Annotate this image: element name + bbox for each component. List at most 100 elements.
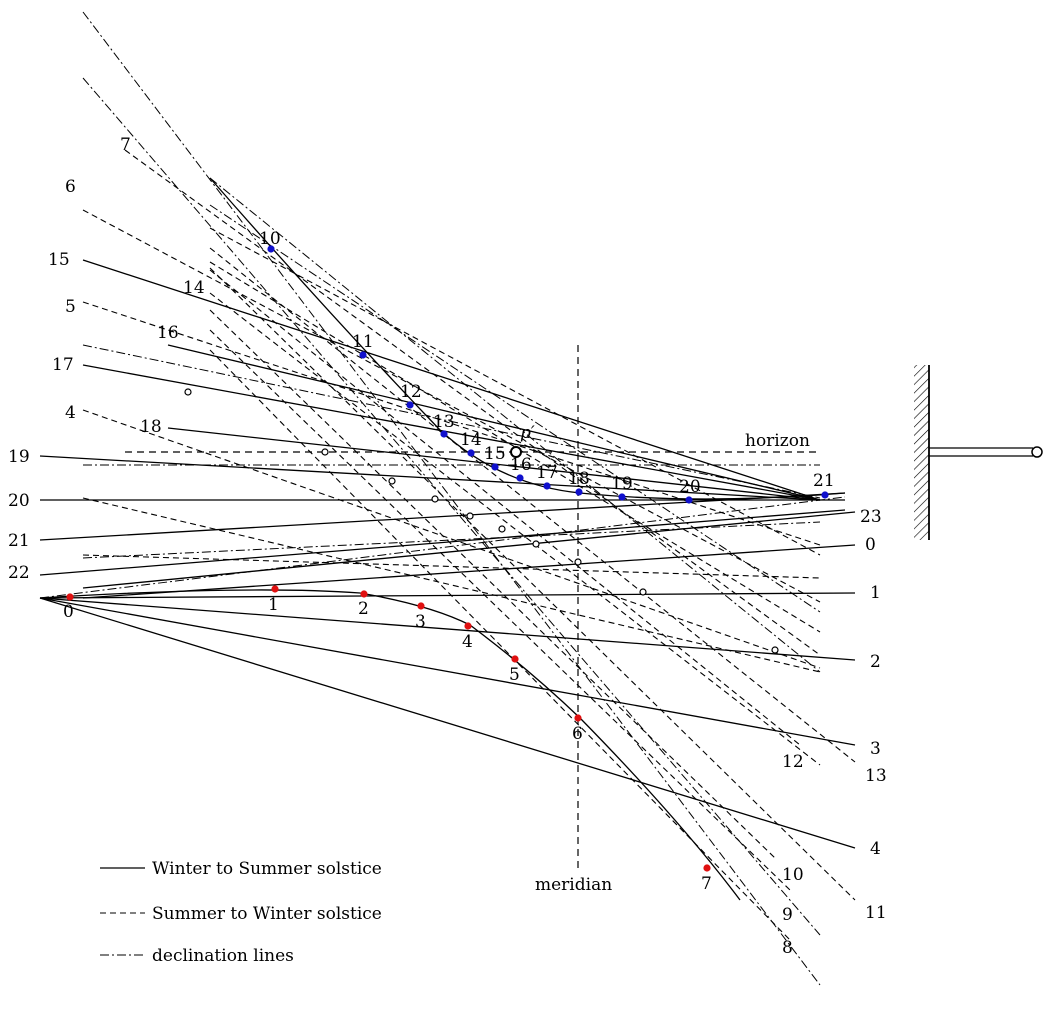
solid-hour-line-2 xyxy=(39,597,856,661)
solid-hour-label-0: 0 xyxy=(865,535,876,555)
dashed-hour-line-12 xyxy=(209,269,801,746)
solid-hour-line-0 xyxy=(82,544,856,599)
solid-hour-line-21 xyxy=(39,492,846,541)
dashed-hour-line-11 xyxy=(209,267,856,901)
legend: Winter to Summer solstice Summer to Wint… xyxy=(100,859,382,966)
hour-labels: 1516171819202122230123476541413121110981… xyxy=(8,135,887,958)
lower-hour-point-3 xyxy=(417,602,425,610)
upper-hour-point-17 xyxy=(543,482,551,490)
declination-lines xyxy=(39,11,846,986)
dashed-hour-label-14: 14 xyxy=(183,278,205,298)
dashed-hour-line-14 xyxy=(209,292,821,766)
upper-hour-label-10: 10 xyxy=(259,229,281,249)
hour-points xyxy=(66,245,829,872)
lower-hour-point-7 xyxy=(703,864,711,872)
intersection-marker xyxy=(431,495,439,503)
legend-dashed-label: Summer to Winter solstice xyxy=(152,904,382,924)
lower-hour-label-6: 6 xyxy=(572,724,583,744)
solid-hour-label-21: 21 xyxy=(8,531,30,551)
upper-hour-point-19 xyxy=(618,493,626,501)
upper-hour-label-20: 20 xyxy=(679,477,701,497)
upper-hour-label-13: 13 xyxy=(433,412,455,432)
legend-solid-label: Winter to Summer solstice xyxy=(152,859,382,879)
upper-hour-label-17: 17 xyxy=(536,463,558,483)
lower-hour-point-1 xyxy=(271,585,279,593)
solid-hour-label-3: 3 xyxy=(870,739,881,759)
intersection-marker xyxy=(771,646,779,654)
solid-hour-line-19 xyxy=(39,455,821,501)
solid-hour-label-4: 4 xyxy=(870,839,881,859)
dashed-hour-label-7: 7 xyxy=(120,135,131,155)
dashed-hour-label-9: 9 xyxy=(782,905,793,925)
solid-hour-line-22 xyxy=(39,509,846,576)
upper-hour-label-15: 15 xyxy=(484,444,506,464)
solid-hour-line-17 xyxy=(82,364,821,501)
upper-hour-point-10 xyxy=(267,245,275,253)
upper-hour-label-12: 12 xyxy=(400,382,422,402)
lower-hour-point-2 xyxy=(360,590,368,598)
lower-hour-point-0 xyxy=(66,593,74,601)
dashed-hour-line-7 xyxy=(124,149,821,656)
intersection-marker xyxy=(532,540,540,548)
dashed-hour-line-13 xyxy=(209,247,856,763)
solid-hour-line-23 xyxy=(82,511,856,589)
lower-hour-point-6 xyxy=(574,714,582,722)
solid-hour-line-4 xyxy=(39,597,856,849)
intersection-marker xyxy=(388,477,396,485)
solid-hour-line-3 xyxy=(39,597,856,746)
lower-hour-label-3: 3 xyxy=(415,612,426,632)
dashed-hour-line-8 xyxy=(209,349,791,941)
p-prime-point xyxy=(510,446,522,458)
solid-hour-label-1: 1 xyxy=(870,583,881,603)
upper-hour-point-16 xyxy=(516,474,524,482)
upper-hour-point-18 xyxy=(575,488,583,496)
dashed-hour-label-4: 4 xyxy=(65,403,76,423)
upper-hour-point-14 xyxy=(467,449,475,457)
solid-hour-label-22: 22 xyxy=(8,563,30,583)
solid-hour-label-17: 17 xyxy=(52,355,74,375)
dashed-hour-label-12: 12 xyxy=(782,752,804,772)
lower-hour-label-7: 7 xyxy=(701,874,712,894)
solid-hour-label-2: 2 xyxy=(870,652,881,672)
meridian-label: meridian xyxy=(535,875,612,895)
dashed-hour-label-8: 8 xyxy=(782,938,793,958)
dashed-hour-line-6 xyxy=(82,209,821,603)
intersection-marker xyxy=(321,448,329,456)
upper-hour-point-12 xyxy=(406,401,414,409)
dashed-hour-label-10: 10 xyxy=(782,865,804,885)
upper-hour-label-14: 14 xyxy=(460,430,482,450)
solid-hour-line-15 xyxy=(82,259,821,501)
summer-to-winter-lines xyxy=(82,149,856,941)
upper-hour-label-21: 21 xyxy=(813,471,835,491)
upper-hour-point-13 xyxy=(440,430,448,438)
legend-dashdot-label: declination lines xyxy=(152,946,294,966)
dashed-hour-line-9 xyxy=(209,329,791,891)
intersection-marker xyxy=(184,388,192,396)
dashed-hour-label-5: 5 xyxy=(65,297,76,317)
horizon-label: horizon xyxy=(745,431,810,451)
solstice-curves xyxy=(39,177,846,901)
upper-hour-label-16: 16 xyxy=(510,455,532,475)
intersection-marker xyxy=(574,558,582,566)
winter-to-summer-lines xyxy=(39,259,856,849)
dashed-hour-label-11: 11 xyxy=(865,903,887,923)
dashed-hour-label-13: 13 xyxy=(865,766,887,786)
upper-hour-point-11 xyxy=(359,351,367,359)
summer-solstice-curve xyxy=(39,589,741,901)
dashed-hour-line-4 xyxy=(82,409,821,669)
upper-hour-label-11: 11 xyxy=(352,332,374,352)
solid-hour-label-16: 16 xyxy=(157,323,179,343)
upper-hour-point-21 xyxy=(821,491,829,499)
intersection-markers xyxy=(184,388,779,654)
lower-hour-label-4: 4 xyxy=(462,632,473,652)
lower-hour-label-0: 0 xyxy=(63,602,74,622)
gnomon-wall xyxy=(914,365,1043,540)
upper-hour-point-15 xyxy=(491,463,499,471)
upper-hour-label-19: 19 xyxy=(611,474,633,494)
lower-hour-point-4 xyxy=(464,622,472,630)
solid-hour-label-20: 20 xyxy=(8,491,30,511)
solid-hour-line-16 xyxy=(167,344,821,501)
solid-hour-label-23: 23 xyxy=(860,507,882,527)
